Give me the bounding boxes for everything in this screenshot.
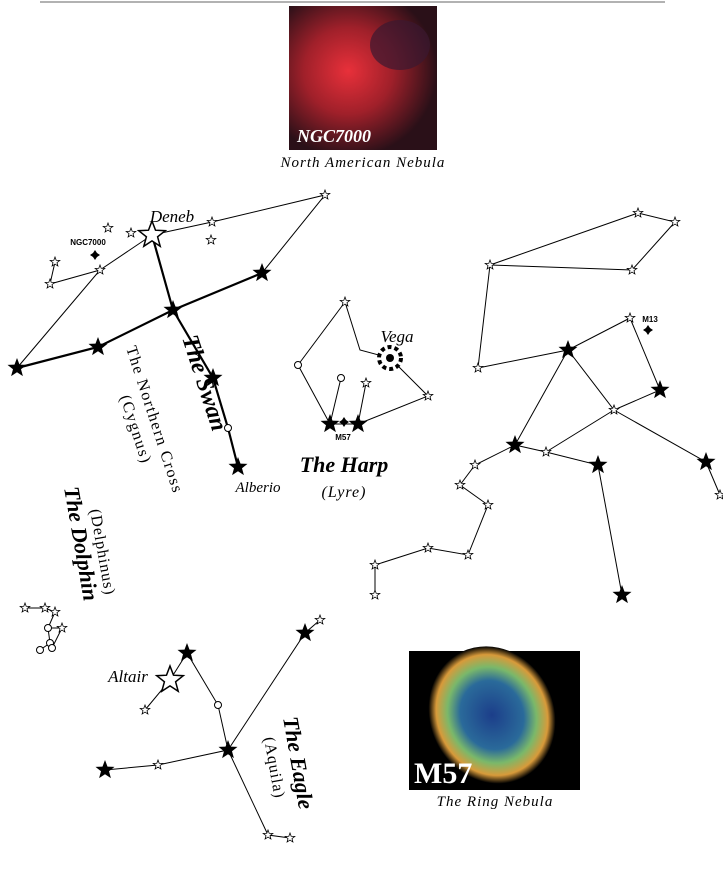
faint-star xyxy=(361,378,371,387)
image-label: M57 xyxy=(414,757,472,790)
constellation-line xyxy=(330,378,341,424)
faint-star xyxy=(473,363,483,372)
star xyxy=(613,585,632,603)
constellation-line xyxy=(614,410,720,495)
constellation-lines xyxy=(17,195,720,838)
faint-star xyxy=(207,217,217,226)
star-label: Alberio xyxy=(235,480,281,496)
faint-star xyxy=(463,550,473,559)
faint-star xyxy=(715,490,723,499)
vega-core xyxy=(386,354,394,362)
image-label: NGC7000 xyxy=(296,126,371,146)
star xyxy=(164,300,183,318)
faint-star xyxy=(285,833,295,842)
faint-star xyxy=(483,500,493,509)
faint-star xyxy=(153,760,163,769)
star xyxy=(96,760,115,778)
star xyxy=(219,740,238,758)
dim-star xyxy=(215,702,222,709)
constellation-line xyxy=(298,302,428,424)
deep-sky-marker xyxy=(339,417,349,427)
object-label: M57 xyxy=(335,433,351,442)
faint-star xyxy=(95,265,105,274)
star xyxy=(89,337,108,355)
star xyxy=(697,452,716,470)
star xyxy=(229,457,248,475)
faint-star xyxy=(541,447,551,456)
faint-star xyxy=(633,208,643,217)
constellation-line xyxy=(478,213,675,595)
faint-star xyxy=(50,607,60,616)
constellation-line xyxy=(105,750,290,838)
image-caption: The Ring Nebula xyxy=(437,794,554,810)
star xyxy=(321,414,340,432)
constellation-latin: (Lyre) xyxy=(322,484,367,501)
faint-star xyxy=(206,235,216,244)
stars xyxy=(8,190,723,842)
faint-star xyxy=(20,603,30,612)
star xyxy=(178,643,197,661)
faint-star xyxy=(470,460,480,469)
bright-star xyxy=(157,666,184,691)
faint-star xyxy=(670,217,680,226)
faint-star xyxy=(625,313,635,322)
faint-star xyxy=(103,223,113,232)
faint-star xyxy=(370,590,380,599)
star xyxy=(506,435,525,453)
star-chart: NGC7000 North American Nebula M57 The Ri… xyxy=(0,0,723,873)
faint-star xyxy=(263,830,273,839)
star xyxy=(559,340,578,358)
dim-star xyxy=(49,645,56,652)
star xyxy=(349,414,368,432)
faint-star xyxy=(423,543,433,552)
star xyxy=(589,455,608,473)
dim-star xyxy=(37,647,44,654)
deep-sky-marker xyxy=(90,250,100,260)
dim-star xyxy=(45,625,52,632)
dim-star xyxy=(338,375,345,382)
constellation-line xyxy=(546,410,614,452)
dim-star xyxy=(295,362,302,369)
deep-sky-marker xyxy=(643,325,653,335)
nebula-shadow xyxy=(370,20,430,70)
constellation-name: The Harp xyxy=(300,452,389,477)
star-label: Vega xyxy=(380,327,413,346)
image-caption: North American Nebula xyxy=(280,155,446,171)
star xyxy=(253,263,272,281)
faint-star xyxy=(340,297,350,306)
star-label: Altair xyxy=(107,667,148,686)
faint-star xyxy=(320,190,330,199)
faint-star xyxy=(57,623,67,632)
faint-star xyxy=(45,279,55,288)
star-label: Deneb xyxy=(149,207,194,226)
constellation-line xyxy=(375,445,515,595)
star xyxy=(651,380,670,398)
faint-star xyxy=(126,228,136,237)
faint-star xyxy=(50,257,60,266)
constellation-name: The Swan xyxy=(176,332,231,435)
object-label: M13 xyxy=(642,315,658,324)
object-label: NGC7000 xyxy=(70,238,106,247)
star xyxy=(296,623,315,641)
faint-star xyxy=(40,603,50,612)
